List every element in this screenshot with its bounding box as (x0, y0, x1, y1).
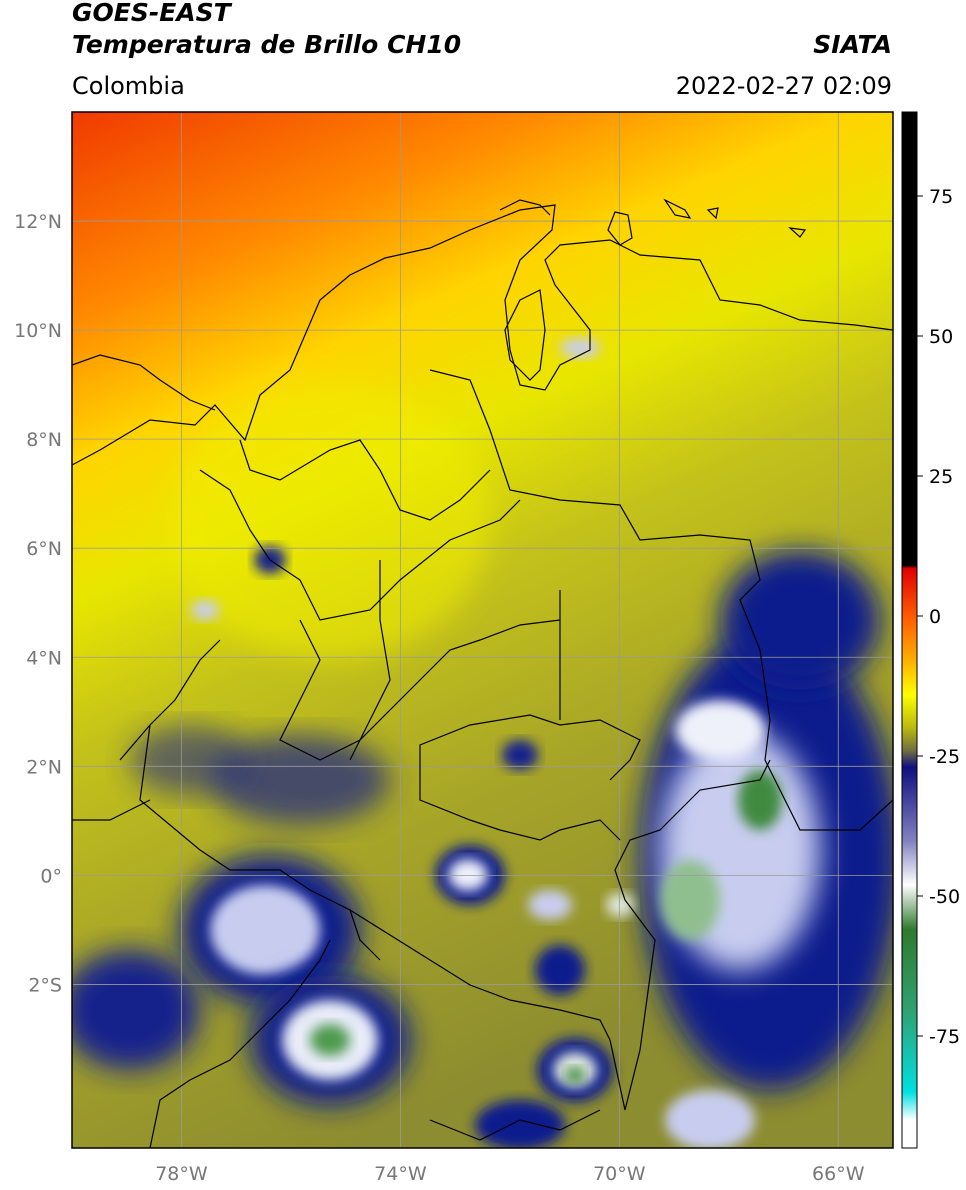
lon-tick-label: 74°W (374, 1163, 427, 1185)
lon-tick-label: 70°W (593, 1163, 646, 1185)
lat-tick-label: 12°N (14, 211, 62, 233)
lat-tick-label: 2°S (28, 974, 62, 996)
colorbar-tick-label: 25 (929, 466, 953, 488)
lat-tick-label: 4°N (26, 647, 62, 669)
map-frame (71, 111, 894, 1149)
colorbar-scale (901, 111, 918, 1149)
map-title-product: Temperatura de Brillo CH10 (72, 30, 462, 59)
lat-tick-label: 0° (40, 865, 62, 887)
colorbar-tick-label: -50 (929, 886, 960, 908)
cloud-systems (72, 338, 893, 1148)
lat-tick-label: 2°N (26, 756, 62, 778)
graticule (72, 112, 893, 1148)
latitude-labels: 12°N 10°N 8°N 6°N 4°N 2°N 0° 2°S (14, 211, 62, 996)
timestamp-label: 2022-02-27 02:09 (675, 72, 892, 100)
longitude-labels: 78°W 74°W 70°W 66°W (155, 1163, 864, 1185)
map-title-satellite: GOES-EAST (72, 0, 231, 27)
colorbar-tick-label: -25 (929, 746, 960, 768)
lat-tick-label: 6°N (26, 538, 62, 560)
lat-tick-label: 8°N (26, 429, 62, 451)
colorbar-tick-label: 75 (929, 186, 953, 208)
colorbar-tick-label: 0 (929, 606, 941, 628)
colorbar: 75 50 25 0 -25 -50 -75 (901, 111, 960, 1149)
lon-tick-label: 66°W (812, 1163, 865, 1185)
map-field (72, 112, 893, 1148)
brand-label: SIATA (813, 30, 892, 59)
colorbar-ticks: 75 50 25 0 -25 -50 -75 (917, 186, 960, 1048)
colorbar-tick-label: -75 (929, 1026, 960, 1048)
lat-tick-label: 10°N (14, 320, 62, 342)
region-label: Colombia (72, 72, 185, 100)
country-borders (72, 198, 893, 1148)
lon-tick-label: 78°W (155, 1163, 208, 1185)
colorbar-tick-label: 50 (929, 326, 953, 348)
